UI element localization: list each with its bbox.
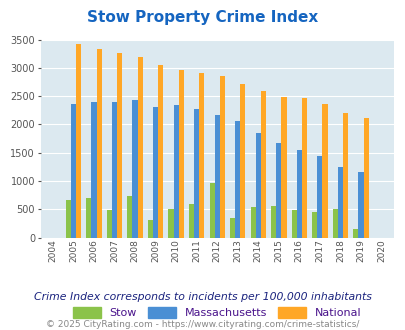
Bar: [66, 200, 71, 238]
Legend: Stow, Massachusetts, National: Stow, Massachusetts, National: [68, 303, 365, 323]
Bar: [317, 155, 322, 238]
Bar: [132, 100, 137, 238]
Bar: [153, 108, 158, 238]
Bar: [342, 113, 347, 238]
Bar: [362, 118, 368, 238]
Bar: [158, 65, 163, 238]
Bar: [194, 110, 199, 238]
Bar: [322, 104, 327, 238]
Bar: [291, 210, 296, 238]
Bar: [358, 172, 362, 238]
Bar: [199, 73, 204, 238]
Bar: [219, 76, 224, 238]
Bar: [127, 196, 132, 238]
Bar: [255, 133, 260, 238]
Bar: [250, 207, 255, 238]
Bar: [168, 209, 173, 238]
Bar: [71, 104, 76, 238]
Bar: [112, 102, 117, 238]
Bar: [275, 143, 281, 238]
Bar: [337, 167, 342, 238]
Bar: [188, 204, 194, 238]
Bar: [271, 206, 275, 238]
Bar: [281, 97, 286, 238]
Text: © 2025 CityRating.com - https://www.cityrating.com/crime-statistics/: © 2025 CityRating.com - https://www.city…: [46, 320, 359, 329]
Bar: [332, 209, 337, 238]
Bar: [230, 218, 234, 238]
Bar: [147, 220, 153, 238]
Text: Stow Property Crime Index: Stow Property Crime Index: [87, 10, 318, 25]
Bar: [178, 70, 183, 238]
Bar: [311, 212, 317, 238]
Bar: [296, 150, 301, 238]
Bar: [301, 98, 306, 238]
Bar: [137, 56, 143, 238]
Bar: [91, 102, 96, 238]
Bar: [214, 115, 219, 238]
Text: Crime Index corresponds to incidents per 100,000 inhabitants: Crime Index corresponds to incidents per…: [34, 292, 371, 302]
Bar: [86, 198, 91, 238]
Bar: [352, 229, 358, 238]
Bar: [173, 105, 178, 238]
Bar: [234, 121, 240, 238]
Bar: [260, 91, 265, 238]
Bar: [117, 53, 122, 238]
Bar: [96, 49, 101, 238]
Bar: [209, 183, 214, 238]
Bar: [107, 210, 112, 238]
Bar: [76, 44, 81, 238]
Bar: [240, 84, 245, 238]
